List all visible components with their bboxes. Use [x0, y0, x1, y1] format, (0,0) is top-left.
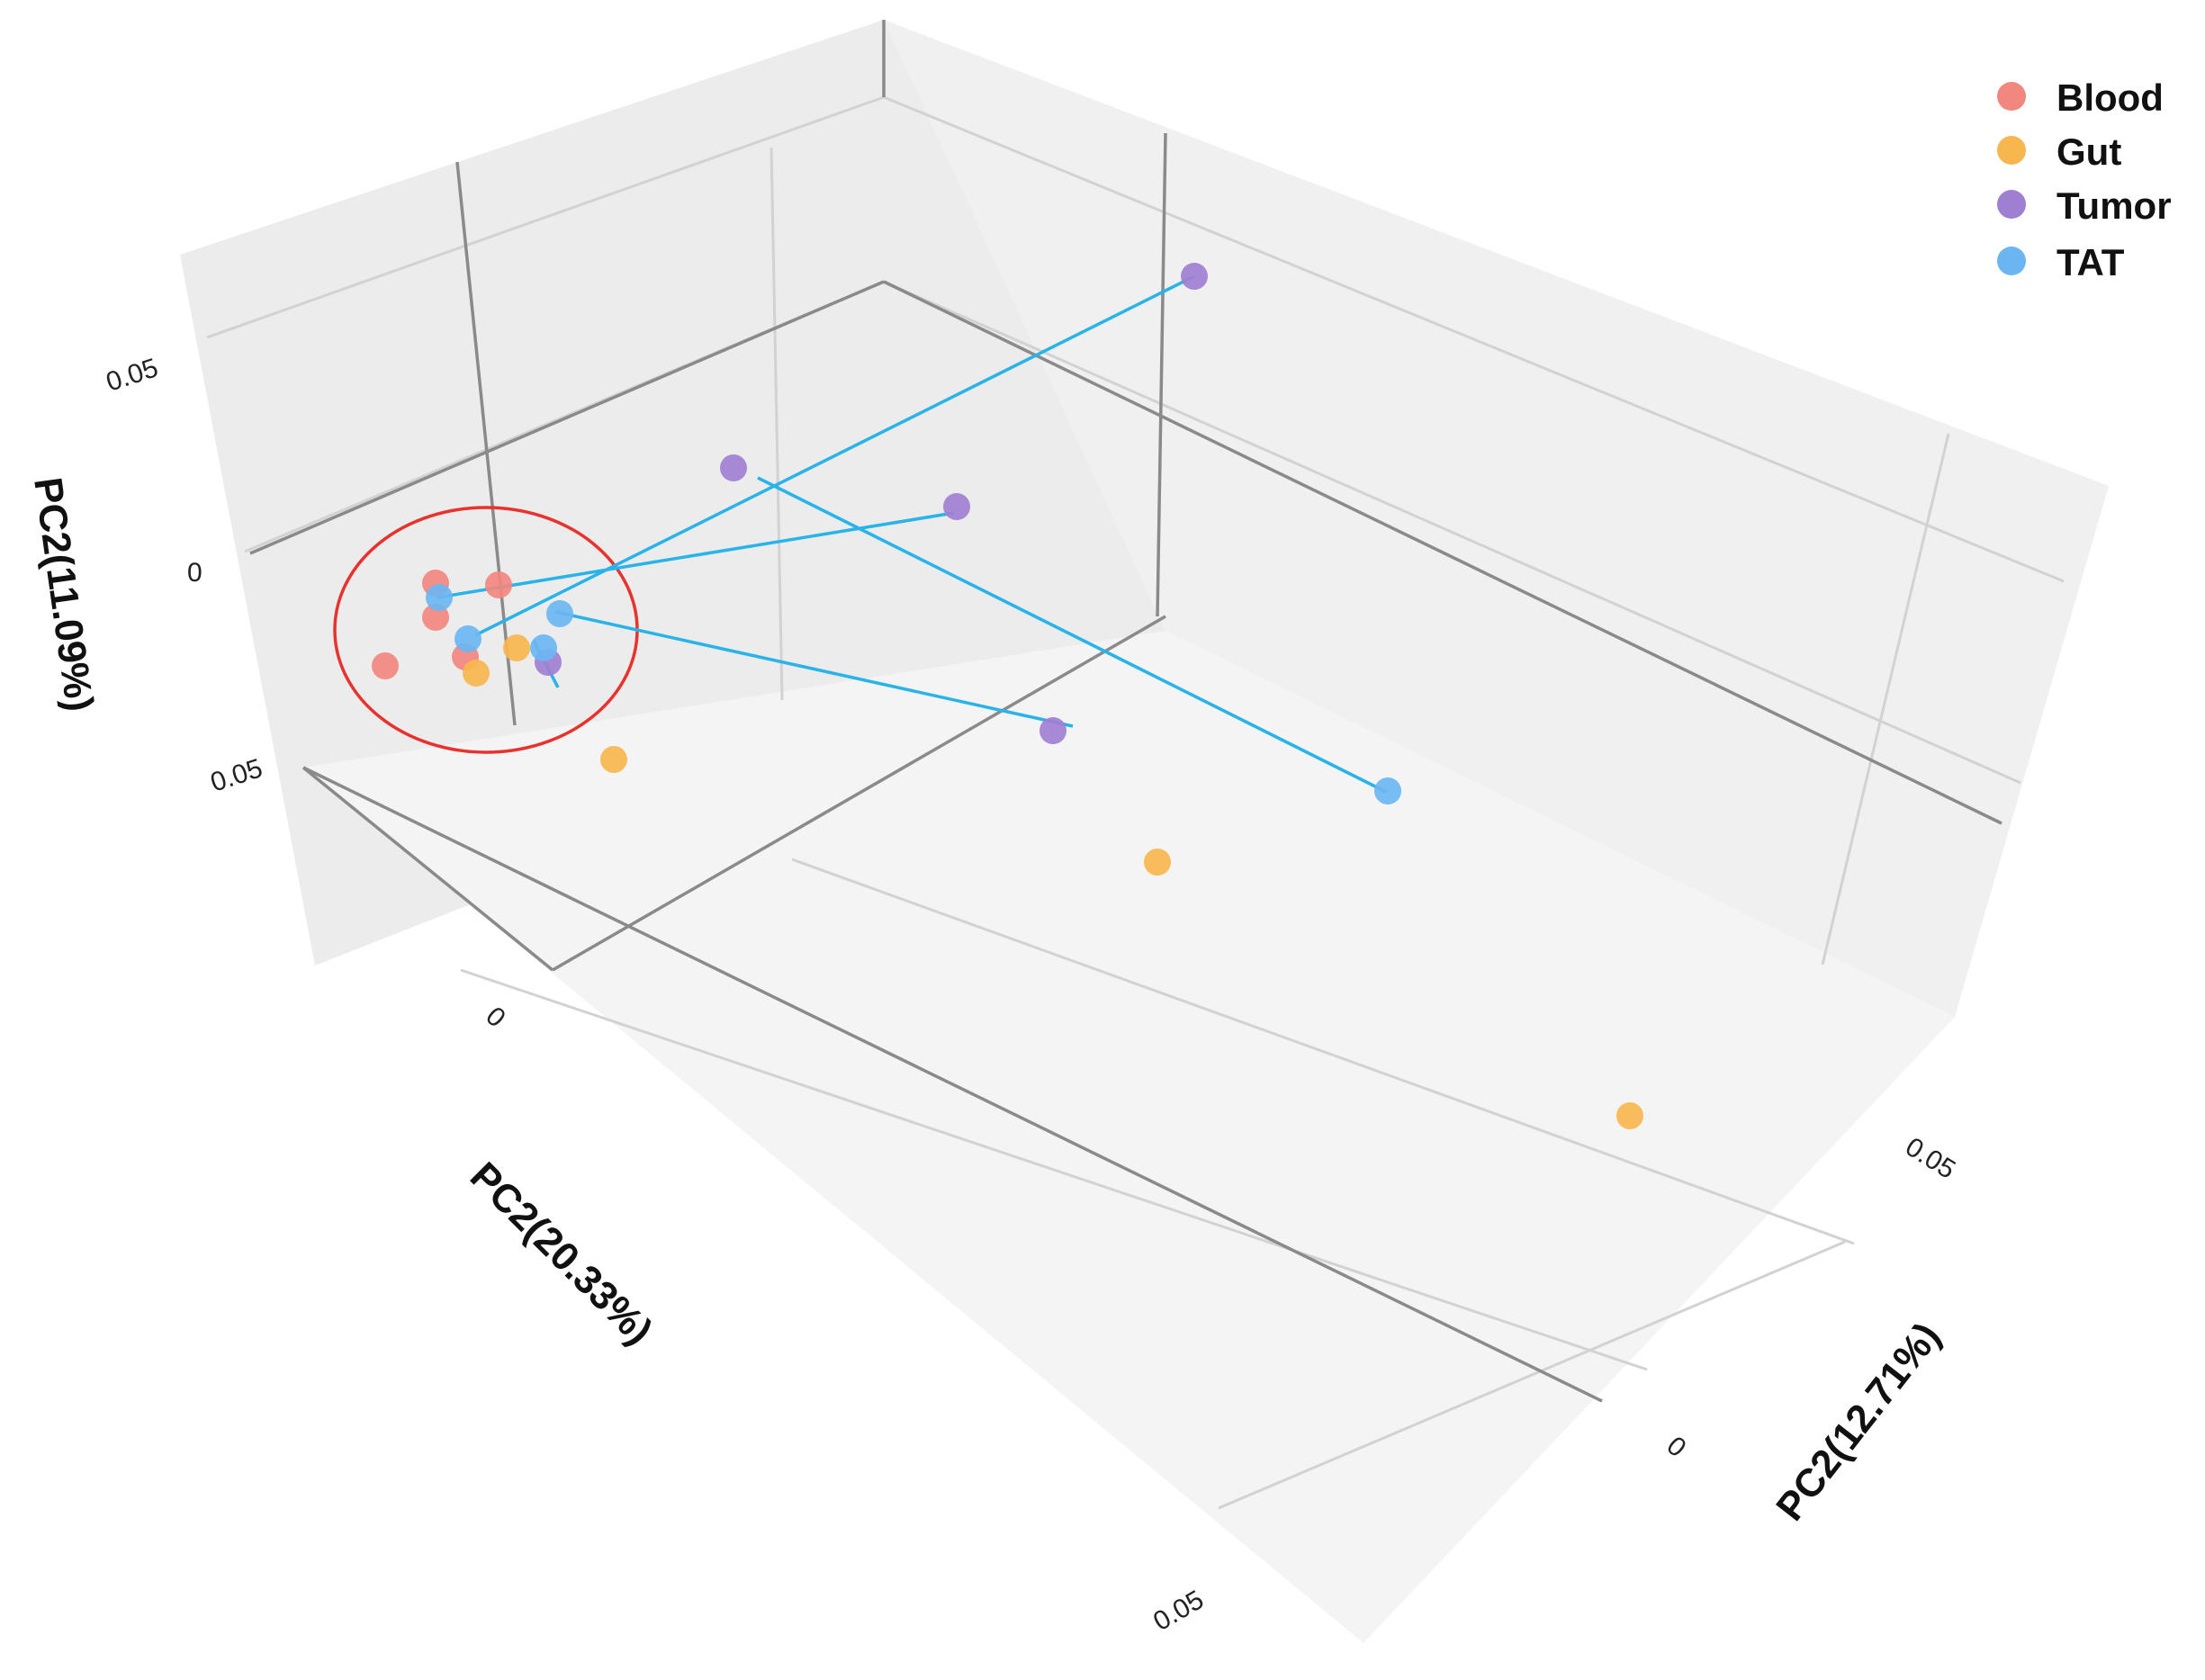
- point-tat-1[interactable]: [426, 584, 453, 611]
- legend-item-tumor[interactable]: Tumor: [1997, 184, 2172, 227]
- legend-swatch-blood: [1997, 82, 2026, 111]
- legend: Blood Gut Tumor TAT: [1997, 76, 2172, 283]
- point-tat-2[interactable]: [454, 625, 482, 652]
- legend-swatch-tat: [1997, 247, 2026, 275]
- point-tat-4[interactable]: [546, 600, 573, 627]
- legend-label-gut: Gut: [2056, 130, 2121, 173]
- connector-line-1: [474, 274, 1195, 637]
- legend-label-tumor: Tumor: [2056, 184, 2172, 227]
- axis-edges: [249, 20, 2002, 1403]
- point-tumor-3[interactable]: [943, 493, 970, 520]
- connector-line-3: [757, 476, 1387, 794]
- data-points: [372, 263, 1643, 1129]
- legend-item-blood[interactable]: Blood: [1997, 76, 2164, 119]
- floor-pane: [303, 631, 1955, 1643]
- legend-label-tat: TAT: [2056, 241, 2125, 283]
- point-tat-3[interactable]: [530, 634, 557, 661]
- grid-lines: [206, 95, 2065, 1510]
- axis-title-y: PC2(12.71%): [1768, 1315, 1948, 1529]
- connector-line-2: [436, 511, 955, 599]
- legend-item-gut[interactable]: Gut: [1997, 130, 2121, 173]
- tick-z-mid: 0: [187, 558, 202, 588]
- tick-x-005: 0.05: [1148, 1585, 1209, 1637]
- back-pane-left: [180, 20, 1166, 966]
- tick-y-0: 0: [1661, 1431, 1692, 1463]
- point-tumor-4[interactable]: [1040, 717, 1066, 744]
- point-blood-4[interactable]: [372, 652, 399, 679]
- point-gut-1[interactable]: [503, 634, 530, 661]
- point-tumor-1[interactable]: [1181, 263, 1208, 290]
- tick-y-005: 0.05: [1900, 1132, 1960, 1185]
- tick-z-top: 0.05: [103, 353, 162, 397]
- tick-x-0: 0: [480, 1002, 510, 1034]
- point-gut-3[interactable]: [600, 746, 627, 773]
- legend-label-blood: Blood: [2056, 76, 2164, 119]
- point-tumor-2[interactable]: [720, 454, 747, 481]
- connector-line-4: [554, 610, 1074, 728]
- point-gut-2[interactable]: [463, 660, 490, 687]
- legend-item-tat[interactable]: TAT: [1997, 241, 2125, 283]
- point-gut-5[interactable]: [1616, 1102, 1643, 1129]
- point-blood-2[interactable]: [485, 571, 512, 598]
- point-tat-5[interactable]: [1374, 777, 1401, 804]
- axis-title-x: PC2(20.33%): [462, 1154, 661, 1352]
- axis-title-z: PC2(11.09%): [25, 475, 102, 714]
- tick-z-low: 0.05: [207, 753, 266, 797]
- legend-swatch-tumor: [1997, 190, 2026, 219]
- point-gut-4[interactable]: [1144, 849, 1171, 876]
- legend-swatch-gut: [1997, 136, 2026, 165]
